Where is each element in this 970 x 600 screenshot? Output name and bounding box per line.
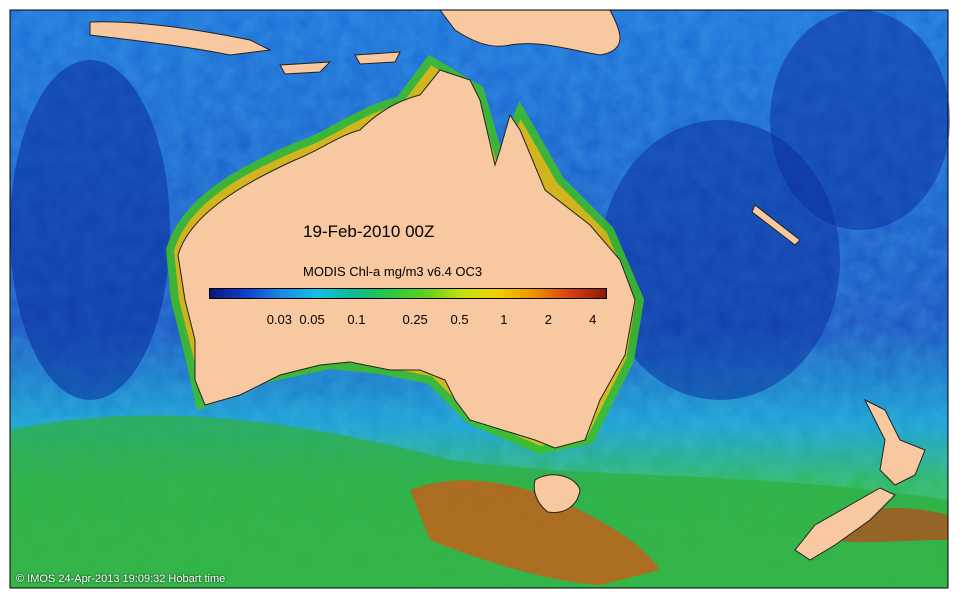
colorbar-tick-1: 0.05 [299,312,325,327]
tasmania-land [533,474,581,514]
new-guinea-land [439,9,621,56]
colorbar-tick-3: 0.25 [402,312,428,327]
colorbar-tick-6: 2 [544,312,552,327]
colorbar [209,288,607,299]
australia-land [177,69,636,449]
new-zealand-north-island [863,398,926,486]
map-frame [9,9,949,589]
high-chl-southern [410,480,660,585]
colorbar-tick-7: 4 [589,312,597,327]
dark-ocean-west [10,60,170,400]
indonesia-islands [89,21,401,75]
dark-ocean-tasman [600,120,840,400]
credit-label: © IMOS 24-Apr-2013 19:09:32 Hobart time [16,573,226,585]
dark-ocean-pacific [770,10,950,230]
new-caledonia-land [751,204,801,246]
colorbar-tick-2: 0.1 [347,312,366,327]
colorbar-title: MODIS Chl-a mg/m3 v6.4 OC3 [303,264,483,279]
colorbar-tick-4: 0.5 [450,312,469,327]
colorbar-tick-0: 0.03 [266,312,292,327]
colorbar-tick-5: 1 [500,312,508,327]
new-zealand-south-island [794,487,896,561]
date-label: 19-Feb-2010 00Z [303,222,435,241]
